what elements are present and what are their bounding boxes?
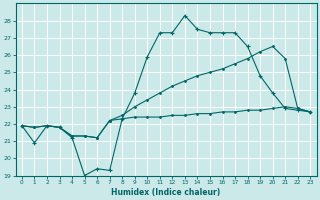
X-axis label: Humidex (Indice chaleur): Humidex (Indice chaleur) bbox=[111, 188, 221, 197]
